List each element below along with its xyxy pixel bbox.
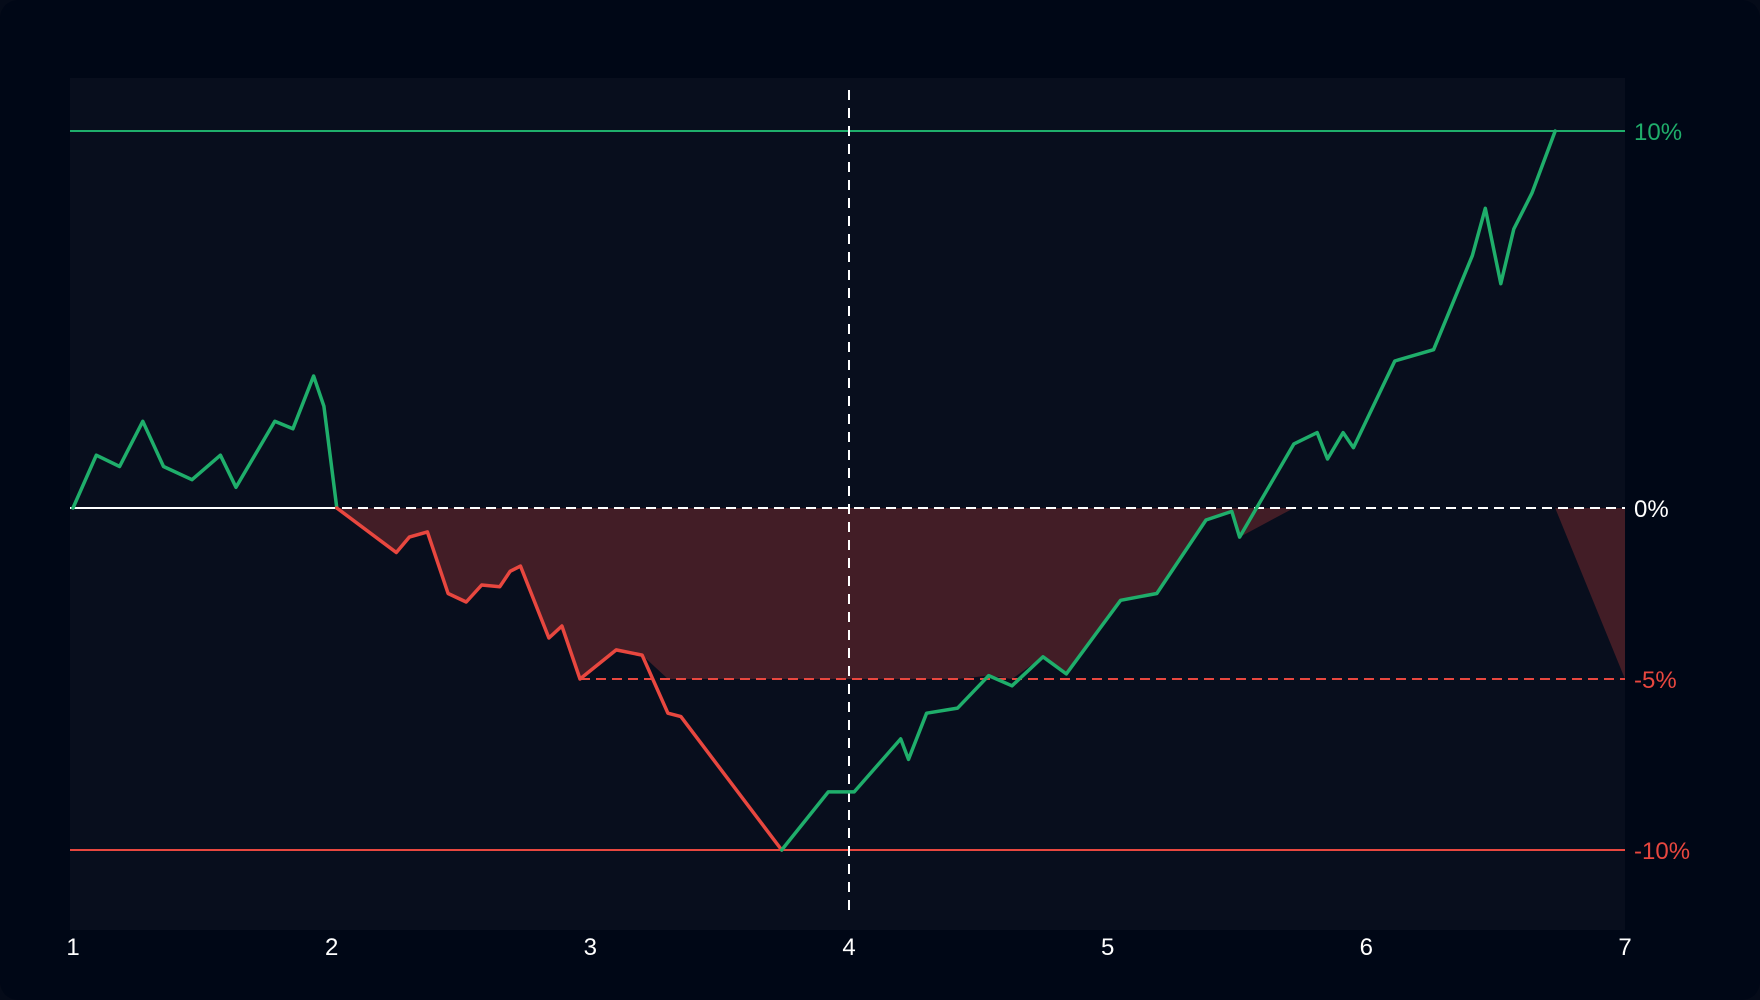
series-gain-line [71, 374, 339, 510]
loss-zone-band [336, 508, 1626, 679]
x-tick-label-7: 7 [1618, 934, 1631, 961]
x-tick-label-4: 4 [842, 934, 855, 961]
series-drawdown-line [335, 506, 784, 852]
x-tick-label-1: 1 [66, 934, 79, 961]
level-label-3: -10% [1634, 838, 1690, 865]
series-recovery-line [779, 129, 1557, 852]
level-label-0: 10% [1634, 119, 1682, 146]
plot-area [70, 78, 1625, 930]
x-tick-label-5: 5 [1101, 934, 1114, 961]
x-tick-label-6: 6 [1360, 934, 1373, 961]
level-label-1: 0% [1634, 496, 1669, 523]
level-label-2: -5% [1634, 667, 1677, 694]
x-tick-label-2: 2 [325, 934, 338, 961]
x-tick-label-3: 3 [584, 934, 597, 961]
